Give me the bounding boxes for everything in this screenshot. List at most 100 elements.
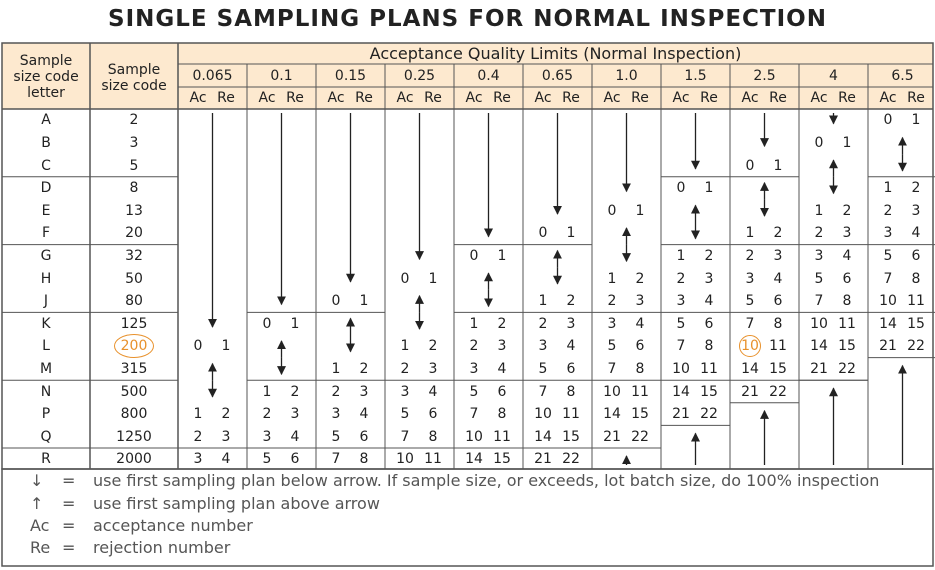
sample-size: 20	[125, 225, 143, 242]
code-letter: L	[42, 338, 50, 355]
legend-text: use first sampling plan above arrow	[93, 494, 380, 513]
re-value: 2	[704, 247, 714, 264]
sample-size-highlight-circle	[114, 334, 154, 359]
re-header: Re	[286, 90, 304, 106]
ac-value: 7	[331, 451, 341, 468]
ac-value: 5	[400, 406, 410, 423]
ac-value: 21	[603, 428, 621, 445]
ac-value: 2	[331, 383, 341, 400]
ac-value: 5	[331, 428, 341, 445]
ac-value: 21	[741, 383, 759, 400]
aql-level-header: 0.065	[192, 68, 233, 84]
re-value: 6	[497, 383, 507, 400]
re-value: 2	[428, 338, 438, 355]
re-value: 4	[290, 428, 300, 445]
sample-size: 315	[120, 360, 148, 377]
ac-value: 0	[193, 338, 203, 355]
ac-value: 7	[676, 338, 686, 355]
sample-size: 13	[125, 202, 143, 219]
sample-size: 5	[129, 157, 139, 174]
ac-value: 21	[879, 338, 897, 355]
ac-value: 2	[814, 225, 824, 242]
legend-text: rejection number	[93, 538, 231, 557]
ac-header: Ac	[189, 90, 207, 106]
code-letter: K	[41, 315, 51, 332]
code-letter: E	[41, 202, 51, 219]
re-header: Re	[907, 90, 925, 106]
re-value: 1	[428, 270, 438, 287]
re-value: 3	[497, 338, 507, 355]
re-value: 15	[631, 406, 649, 423]
ac-value: 1	[262, 383, 272, 400]
sample-size: 500	[120, 383, 148, 400]
ac-value: 5	[814, 270, 824, 287]
ac-value: 1	[676, 247, 686, 264]
ac-value: 10	[810, 315, 828, 332]
ac-value: 14	[810, 338, 828, 355]
ac-value: 7	[883, 270, 893, 287]
sample-size: 80	[125, 293, 143, 310]
ac-value: 1	[745, 225, 755, 242]
re-value: 15	[907, 315, 925, 332]
code-letter: J	[43, 293, 49, 310]
ac-value: 3	[331, 406, 341, 423]
ac-value: 7	[469, 406, 479, 423]
code-letter: G	[40, 247, 52, 264]
ac-value: 2	[745, 247, 755, 264]
re-value: 4	[773, 270, 783, 287]
aql-level-header: 4	[829, 68, 838, 84]
ac-value: 0	[538, 225, 548, 242]
re-value: 22	[907, 338, 925, 355]
code-letter: Q	[40, 428, 52, 445]
ac-value: 3	[538, 338, 548, 355]
ac-value: 3	[607, 315, 617, 332]
sample-size: 3	[129, 134, 139, 151]
code-letter: M	[39, 360, 53, 377]
re-value: 4	[566, 338, 576, 355]
re-value: 3	[359, 383, 369, 400]
re-value: 6	[635, 338, 645, 355]
re-value: 1	[635, 202, 645, 219]
re-header: Re	[493, 90, 511, 106]
legend-equals: =	[62, 471, 76, 490]
re-value: 15	[493, 451, 511, 468]
re-value: 2	[566, 293, 576, 310]
code-letter: H	[40, 270, 52, 287]
re-value: 22	[769, 383, 787, 400]
ac-value: 1	[400, 338, 410, 355]
ac-value: 21	[672, 406, 690, 423]
ac-value: 14	[603, 406, 621, 423]
ac-value: 10	[879, 293, 897, 310]
ac-header: Ac	[672, 90, 690, 106]
ac-value: 14	[741, 360, 759, 377]
sample-size: 50	[125, 270, 143, 287]
ac-header: Ac	[810, 90, 828, 106]
aql-group-header: Acceptance Quality Limits (Normal Inspec…	[369, 44, 742, 63]
re-value: 2	[221, 406, 231, 423]
re-value: 1	[842, 134, 852, 151]
re-value: 3	[428, 360, 438, 377]
ac-value: 5	[745, 293, 755, 310]
ac-value: 0	[262, 315, 272, 332]
re-value: 3	[704, 270, 714, 287]
ac-value: 3	[400, 383, 410, 400]
re-value: 6	[566, 360, 576, 377]
re-value: 22	[562, 451, 580, 468]
re-value: 8	[773, 315, 783, 332]
ac-header: Ac	[879, 90, 897, 106]
re-value: 2	[773, 225, 783, 242]
ac-value: 1	[607, 270, 617, 287]
ac-value: 3	[262, 428, 272, 445]
aql-level-header: 0.1	[270, 68, 293, 84]
re-value: 22	[700, 406, 718, 423]
ac-value: 5	[676, 315, 686, 332]
ac-value: 1	[883, 180, 893, 197]
ac-value: 0	[676, 180, 686, 197]
ac-value: 7	[814, 293, 824, 310]
ac-value: 3	[883, 225, 893, 242]
re-value: 6	[911, 247, 921, 264]
sample-size: 1250	[116, 428, 152, 445]
re-value: 6	[359, 428, 369, 445]
ac-value: 21	[810, 360, 828, 377]
code-letter: C	[41, 157, 51, 174]
